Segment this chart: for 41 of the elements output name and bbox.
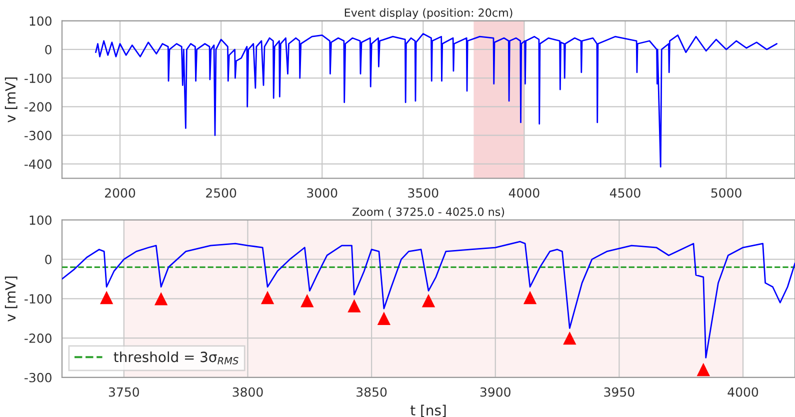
y-tick-label: -200 xyxy=(24,102,52,112)
point xyxy=(377,312,391,325)
point xyxy=(563,331,576,345)
point xyxy=(696,362,710,376)
x-tick-label: 3500 xyxy=(408,188,438,198)
y-tick-label: 0 xyxy=(45,254,52,264)
x-tick-label: 4000 xyxy=(508,188,540,198)
x-tick-label: 3900 xyxy=(480,387,510,397)
chart-title: Zoom ( 3725.0 - 4025.0 ns) xyxy=(352,207,504,218)
x-tick-label: 5000 xyxy=(711,188,742,198)
point xyxy=(300,294,314,308)
y-axis-title: v [mV] xyxy=(4,78,18,122)
x-tick-label: 3750 xyxy=(108,387,139,397)
point xyxy=(100,290,114,304)
y-tick-label: -400 xyxy=(24,159,52,169)
point xyxy=(523,290,537,304)
y-axis-title: v [mV] xyxy=(4,276,18,322)
x-tick-label: 4500 xyxy=(610,188,640,198)
y-tick-label: -200 xyxy=(24,334,52,343)
y-tick-label: 100 xyxy=(30,215,52,225)
y-tick-label: -300 xyxy=(24,130,52,140)
x-axis-title: t [ns] xyxy=(410,404,446,417)
x-tick-label: 2500 xyxy=(206,188,236,198)
y-tick-label: 100 xyxy=(30,16,52,26)
point xyxy=(422,294,436,308)
chart-title: Event display (position: 20cm) xyxy=(344,8,512,19)
x-tick-label: 3800 xyxy=(232,387,263,397)
line-series xyxy=(95,33,778,168)
x-tick-label: 4000 xyxy=(728,387,758,397)
y-tick-label: -300 xyxy=(24,372,52,382)
x-tick-label: 3000 xyxy=(307,188,338,198)
point xyxy=(348,299,361,312)
point xyxy=(260,290,274,304)
x-tick-label: 3950 xyxy=(604,387,634,397)
x-tick-label: 2000 xyxy=(105,188,136,198)
y-tick-label: 0 xyxy=(45,44,52,54)
y-tick-label: -100 xyxy=(24,74,52,84)
y-tick-label: -100 xyxy=(24,294,52,304)
x-tick-label: 3850 xyxy=(356,387,387,397)
point xyxy=(154,292,168,306)
legend-label: threshold = 3σ$_{RMS}$ xyxy=(114,351,238,364)
